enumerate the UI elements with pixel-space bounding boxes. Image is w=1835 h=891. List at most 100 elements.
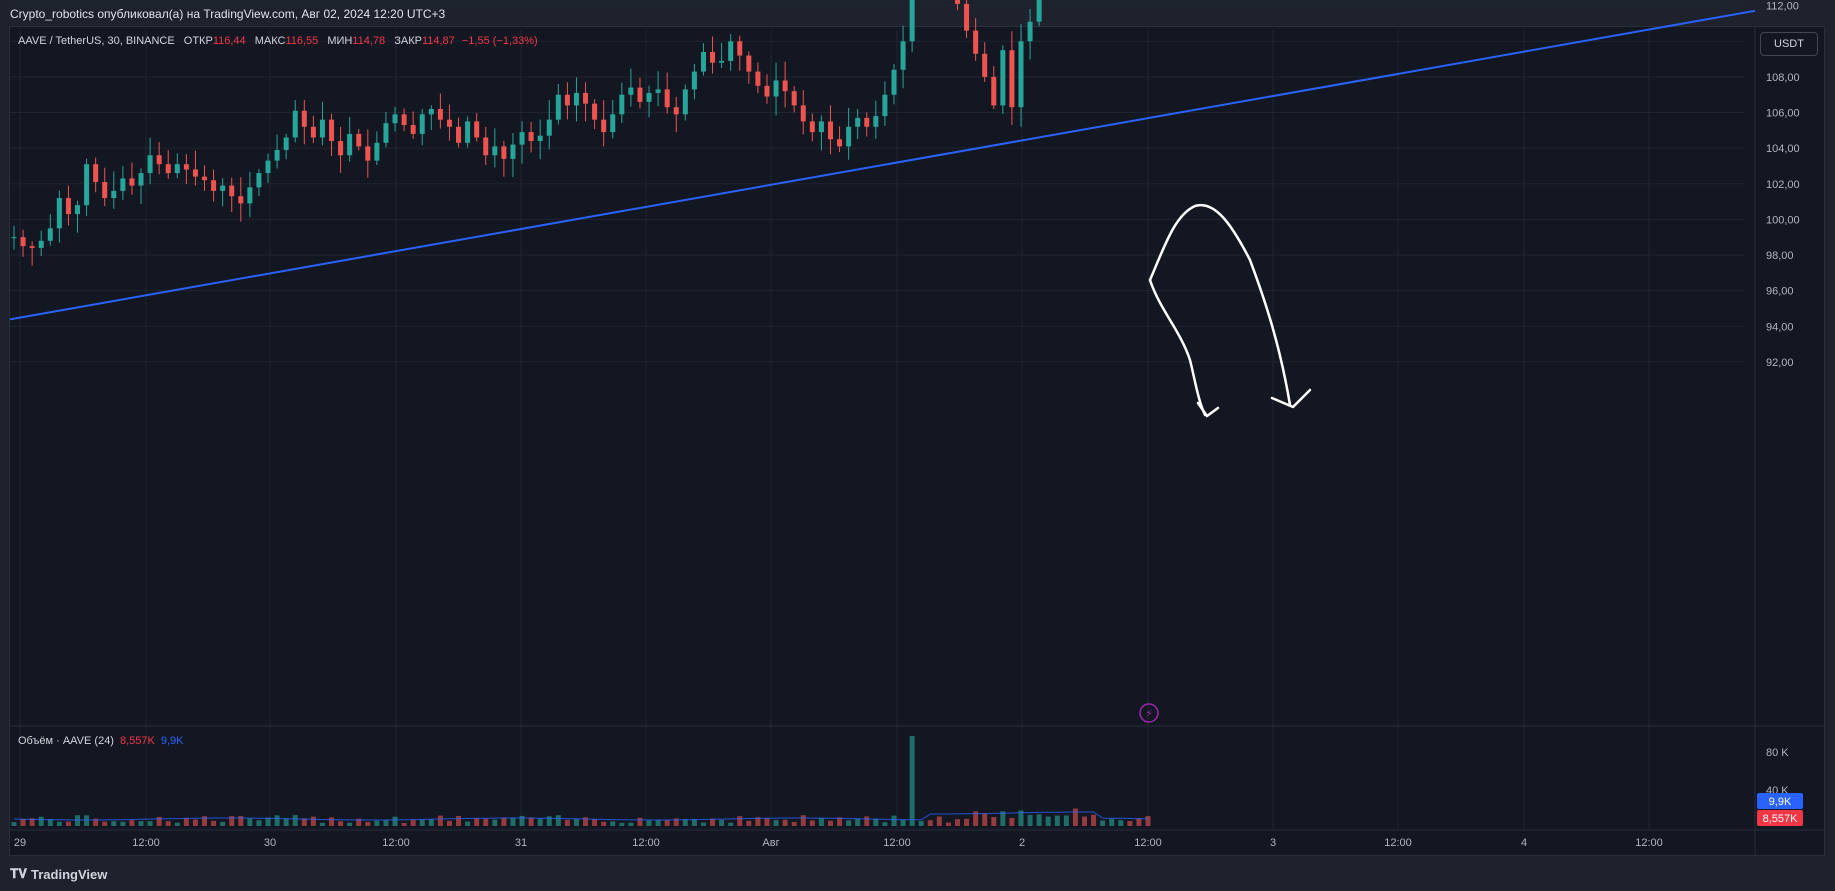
volume-bar [347,822,353,826]
volume-bar [265,817,271,826]
candle-body [864,117,870,127]
volume-bar [11,822,17,826]
low-label: МИН [327,35,353,47]
volume-bar [329,817,335,826]
candle-body [954,0,960,4]
volume-bar [465,821,471,826]
volume-bar [183,817,189,826]
volume-bar [655,819,661,826]
volume-bar [419,819,425,826]
volume-bar [710,818,716,826]
volume-value-tag: 8,557K [1763,813,1799,825]
candle-body [1000,50,1006,106]
candle-body [301,110,307,127]
volume-bar [546,816,552,826]
volume-bar [274,815,280,826]
candle-body [29,246,35,248]
volume-bar [818,818,824,826]
lightning-glyph: ⚡ [1145,707,1153,720]
volume-bar [75,815,81,826]
volume-bar [537,818,543,826]
volume-value-tag-bg [1757,810,1803,826]
tradingview-logo[interactable]: 𝐓𝐕 TradingView [10,866,107,882]
volume-bar [782,819,788,826]
candle-body [827,121,833,140]
candle-body [782,80,788,92]
candle-body [909,0,915,42]
volume-bar [319,822,325,826]
volume-bar [945,822,951,826]
price-tick-label: 102,00 [1766,179,1800,191]
candle-body [691,71,697,90]
candle-body [65,198,71,215]
price-tick-label: 104,00 [1766,143,1800,155]
candle-body [973,30,979,54]
volume-bar [555,815,561,826]
volume-bar [982,813,988,826]
candle-body [809,121,815,133]
volume-label[interactable]: Объём · AAVE (24) [18,735,114,747]
symbol-title[interactable]: AAVE / TetherUS, 30, BINANCE [18,35,175,47]
open-value: 116,44 [212,35,246,47]
time-tick-label: 29 [14,837,26,849]
time-tick-label: 12:00 [632,837,660,849]
candle-body [510,144,516,159]
volume-bar [1100,820,1106,826]
candle-body [310,126,316,138]
candle-body [1009,50,1015,108]
volume-bar [746,820,752,826]
candle-body [537,135,543,142]
candle-body [1036,0,1042,22]
volume-bar [827,820,833,826]
volume-bar [1091,814,1097,826]
volume-bar [1000,811,1006,826]
candle-body [837,139,843,147]
candle-body [773,80,779,97]
candle-body [47,228,53,241]
volume-bar [383,820,389,826]
candle-body [401,114,407,126]
grid-lines [10,5,1745,828]
volume-bar [365,821,371,826]
candle-body [256,173,262,188]
volume-bar [38,816,44,826]
volume-bar [446,820,452,826]
candle-body [238,196,244,204]
volume-bar [165,821,171,826]
volume-bar [483,818,489,826]
currency-button[interactable]: USDT [1760,32,1818,56]
arrow-head-left [1196,401,1220,418]
volume-bar [129,820,135,826]
volume-bar [691,818,697,826]
time-tick-label: 12:00 [1134,837,1162,849]
candle-body [220,185,226,191]
volume-bar [837,817,843,826]
candle-body [800,105,806,122]
candle-body [728,41,734,61]
volume-bar [247,818,253,826]
candle-body [20,237,26,247]
volume-ma-value: 9,9K [160,735,184,747]
volume-bar [573,818,579,826]
candle-body [646,92,652,102]
candle-body [519,132,525,145]
volume-bar [292,815,298,826]
volume-bar [918,821,924,826]
candle-body [637,87,643,102]
volume-bar [800,815,806,826]
lightning-icon [1139,703,1159,723]
volume-bars [11,736,1151,826]
volume-bar [410,819,416,826]
candle-body [247,187,253,204]
symbol-legend: AAVE / TetherUS, 30, BINANCE ОТКР116,44 … [18,35,538,47]
volume-bar [882,822,888,826]
publisher-line: Crypto_robotics опубликовал(а) на Tradin… [10,7,446,21]
volume-bar [310,816,316,826]
volume-value: 8,557K [119,735,155,747]
candle-body [338,141,344,156]
volume-bar [791,821,797,826]
candle-body [446,119,452,127]
candle-body [274,149,280,161]
volume-bar [283,818,289,826]
